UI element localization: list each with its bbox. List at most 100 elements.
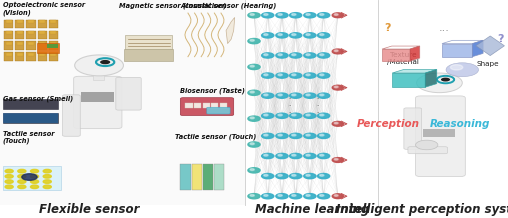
Circle shape	[290, 133, 302, 138]
FancyBboxPatch shape	[392, 73, 425, 87]
FancyBboxPatch shape	[203, 164, 213, 190]
Circle shape	[248, 90, 260, 95]
FancyBboxPatch shape	[38, 20, 47, 28]
Circle shape	[304, 174, 316, 179]
Circle shape	[290, 153, 302, 159]
FancyBboxPatch shape	[442, 44, 472, 57]
Text: ?: ?	[384, 23, 390, 33]
Circle shape	[332, 121, 343, 126]
Circle shape	[306, 54, 310, 56]
FancyBboxPatch shape	[116, 77, 141, 110]
Circle shape	[250, 39, 255, 41]
FancyBboxPatch shape	[39, 42, 45, 45]
FancyBboxPatch shape	[39, 31, 45, 34]
Circle shape	[318, 174, 330, 179]
FancyBboxPatch shape	[6, 42, 12, 45]
Polygon shape	[410, 46, 420, 61]
Text: Flexible sensor: Flexible sensor	[39, 203, 139, 216]
Circle shape	[318, 133, 330, 138]
Circle shape	[332, 13, 343, 18]
Circle shape	[334, 14, 338, 15]
Polygon shape	[476, 36, 504, 56]
Circle shape	[278, 174, 282, 176]
Text: Tactile sensor
(Touch): Tactile sensor (Touch)	[3, 131, 54, 144]
Circle shape	[276, 33, 288, 38]
Circle shape	[43, 175, 51, 178]
Circle shape	[306, 114, 310, 116]
Polygon shape	[392, 70, 437, 73]
FancyBboxPatch shape	[28, 53, 34, 56]
Text: Intelligent perception system: Intelligent perception system	[336, 203, 508, 216]
FancyBboxPatch shape	[3, 99, 58, 109]
Circle shape	[262, 174, 274, 179]
Text: Gas sensor (Smell): Gas sensor (Smell)	[3, 96, 73, 102]
Text: ...: ...	[439, 23, 450, 33]
Circle shape	[262, 153, 274, 159]
Circle shape	[332, 158, 343, 162]
FancyBboxPatch shape	[4, 41, 13, 50]
FancyBboxPatch shape	[17, 31, 23, 34]
Circle shape	[276, 113, 288, 118]
Circle shape	[278, 14, 282, 15]
Circle shape	[318, 33, 330, 38]
Circle shape	[332, 85, 343, 90]
Circle shape	[320, 154, 324, 156]
Circle shape	[304, 113, 316, 118]
Circle shape	[264, 54, 268, 56]
Circle shape	[306, 174, 310, 176]
FancyBboxPatch shape	[0, 0, 245, 205]
Polygon shape	[472, 40, 483, 57]
FancyBboxPatch shape	[185, 103, 193, 108]
Circle shape	[250, 14, 255, 15]
Circle shape	[262, 133, 274, 138]
Circle shape	[278, 94, 282, 96]
Circle shape	[292, 94, 296, 96]
Text: Machine learning: Machine learning	[256, 203, 369, 216]
FancyBboxPatch shape	[220, 103, 227, 108]
Circle shape	[30, 180, 39, 183]
Circle shape	[248, 39, 260, 44]
Circle shape	[292, 74, 296, 76]
Circle shape	[318, 113, 330, 118]
Circle shape	[278, 54, 282, 56]
Polygon shape	[442, 40, 483, 44]
Circle shape	[43, 180, 51, 183]
FancyBboxPatch shape	[26, 20, 36, 28]
Circle shape	[18, 180, 26, 183]
FancyBboxPatch shape	[39, 20, 45, 23]
Circle shape	[30, 169, 39, 173]
Circle shape	[250, 169, 255, 170]
Circle shape	[5, 185, 13, 189]
Circle shape	[276, 133, 288, 138]
Circle shape	[290, 33, 302, 38]
Circle shape	[304, 153, 316, 159]
Circle shape	[292, 14, 296, 15]
Circle shape	[250, 194, 255, 196]
Polygon shape	[382, 46, 420, 49]
Circle shape	[334, 86, 338, 88]
Circle shape	[416, 140, 438, 150]
Text: Texture
/Material: Texture /Material	[387, 52, 419, 65]
Circle shape	[304, 13, 316, 18]
Circle shape	[264, 34, 268, 36]
Circle shape	[30, 185, 39, 189]
Circle shape	[320, 74, 324, 76]
FancyBboxPatch shape	[4, 52, 13, 61]
FancyBboxPatch shape	[408, 147, 448, 154]
Circle shape	[264, 134, 268, 136]
Circle shape	[451, 65, 463, 70]
Circle shape	[304, 93, 316, 98]
FancyBboxPatch shape	[211, 103, 218, 108]
FancyBboxPatch shape	[423, 129, 455, 137]
FancyBboxPatch shape	[28, 20, 34, 23]
FancyBboxPatch shape	[38, 52, 47, 61]
Circle shape	[264, 94, 268, 96]
FancyBboxPatch shape	[93, 74, 104, 80]
Circle shape	[290, 174, 302, 179]
FancyBboxPatch shape	[3, 166, 61, 190]
FancyBboxPatch shape	[125, 35, 172, 49]
Circle shape	[22, 174, 37, 180]
Circle shape	[306, 154, 310, 156]
Circle shape	[332, 49, 343, 54]
Circle shape	[248, 64, 260, 70]
